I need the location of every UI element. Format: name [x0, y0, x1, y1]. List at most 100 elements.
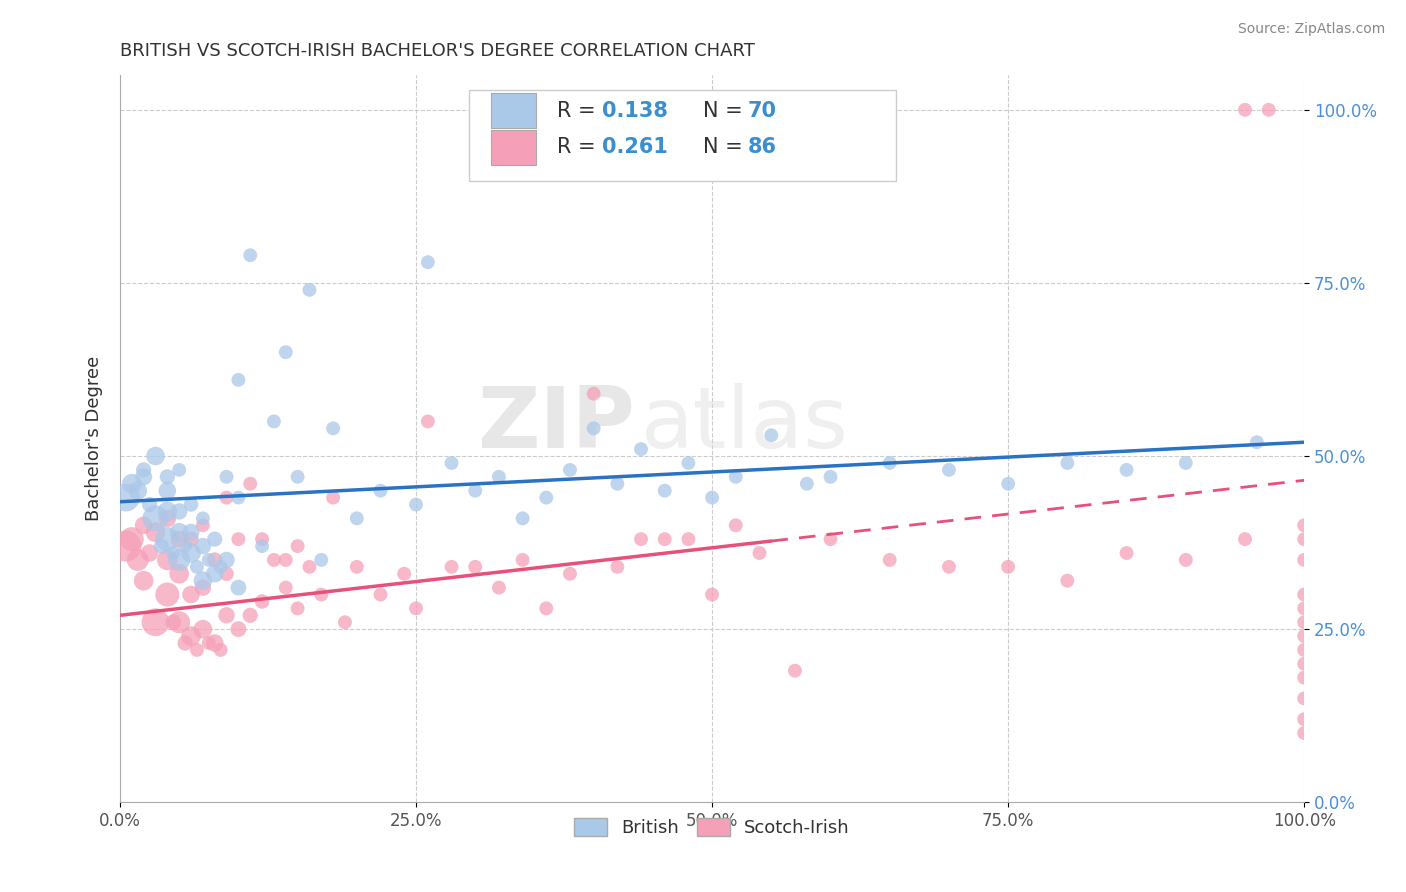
- Point: [115, 539, 138, 553]
- Point: [162, 615, 184, 630]
- Point: [204, 636, 226, 650]
- Point: [1233, 532, 1256, 546]
- Point: [938, 559, 960, 574]
- Point: [228, 373, 250, 387]
- Point: [191, 622, 214, 636]
- Point: [191, 574, 214, 588]
- Point: [1294, 726, 1316, 740]
- Point: [298, 283, 321, 297]
- Point: [115, 491, 138, 505]
- Point: [156, 483, 179, 498]
- Point: [879, 456, 901, 470]
- Point: [1294, 629, 1316, 643]
- Point: [167, 463, 190, 477]
- Point: [536, 491, 558, 505]
- Point: [145, 511, 167, 525]
- Point: [239, 248, 262, 262]
- Point: [204, 553, 226, 567]
- Point: [997, 559, 1019, 574]
- Point: [322, 491, 344, 505]
- Text: atlas: atlas: [641, 383, 849, 466]
- Point: [138, 546, 160, 560]
- Point: [191, 511, 214, 525]
- Point: [174, 636, 197, 650]
- Point: [167, 615, 190, 630]
- Point: [121, 476, 143, 491]
- Point: [654, 532, 676, 546]
- Point: [239, 608, 262, 623]
- Point: [287, 539, 309, 553]
- Text: N =: N =: [703, 137, 749, 157]
- Point: [1246, 435, 1268, 450]
- Point: [1233, 103, 1256, 117]
- Point: [204, 532, 226, 546]
- Point: [1294, 657, 1316, 671]
- FancyBboxPatch shape: [491, 129, 536, 165]
- Point: [167, 553, 190, 567]
- Text: R =: R =: [557, 137, 602, 157]
- Text: BRITISH VS SCOTCH-IRISH BACHELOR'S DEGREE CORRELATION CHART: BRITISH VS SCOTCH-IRISH BACHELOR'S DEGRE…: [120, 42, 755, 60]
- Point: [132, 574, 155, 588]
- Point: [1294, 691, 1316, 706]
- Text: ZIP: ZIP: [478, 383, 636, 466]
- Point: [167, 504, 190, 518]
- Point: [333, 615, 356, 630]
- Point: [145, 525, 167, 540]
- Point: [748, 546, 770, 560]
- Point: [346, 511, 368, 525]
- Point: [1115, 463, 1137, 477]
- Point: [215, 566, 238, 581]
- Point: [654, 483, 676, 498]
- Text: 0.138: 0.138: [602, 101, 668, 120]
- Point: [1056, 574, 1078, 588]
- Point: [582, 421, 605, 435]
- Text: Source: ZipAtlas.com: Source: ZipAtlas.com: [1237, 22, 1385, 37]
- Point: [127, 553, 149, 567]
- Text: 0.261: 0.261: [602, 137, 668, 157]
- Point: [228, 622, 250, 636]
- Point: [1174, 456, 1197, 470]
- Point: [191, 539, 214, 553]
- Point: [180, 629, 202, 643]
- Text: 70: 70: [748, 101, 776, 120]
- Point: [796, 476, 818, 491]
- Point: [215, 470, 238, 484]
- Point: [204, 566, 226, 581]
- Point: [191, 518, 214, 533]
- Point: [1294, 588, 1316, 602]
- Point: [783, 664, 806, 678]
- Text: 86: 86: [748, 137, 776, 157]
- Point: [1257, 103, 1279, 117]
- Point: [197, 636, 219, 650]
- Point: [311, 553, 333, 567]
- Point: [1294, 532, 1316, 546]
- Point: [191, 581, 214, 595]
- Point: [250, 532, 273, 546]
- Point: [138, 498, 160, 512]
- Point: [630, 532, 652, 546]
- Point: [167, 532, 190, 546]
- Point: [630, 442, 652, 457]
- Point: [700, 588, 723, 602]
- Point: [997, 476, 1019, 491]
- Point: [197, 553, 219, 567]
- Point: [263, 553, 285, 567]
- Point: [558, 463, 581, 477]
- Point: [1294, 712, 1316, 726]
- Point: [228, 491, 250, 505]
- Point: [1115, 546, 1137, 560]
- Point: [464, 559, 486, 574]
- Point: [678, 456, 700, 470]
- Point: [228, 532, 250, 546]
- Point: [180, 546, 202, 560]
- Point: [370, 483, 392, 498]
- Point: [180, 532, 202, 546]
- Point: [228, 581, 250, 595]
- Point: [145, 449, 167, 463]
- Point: [150, 539, 173, 553]
- Point: [145, 615, 167, 630]
- Point: [879, 553, 901, 567]
- Point: [724, 518, 747, 533]
- Point: [488, 581, 510, 595]
- Point: [700, 491, 723, 505]
